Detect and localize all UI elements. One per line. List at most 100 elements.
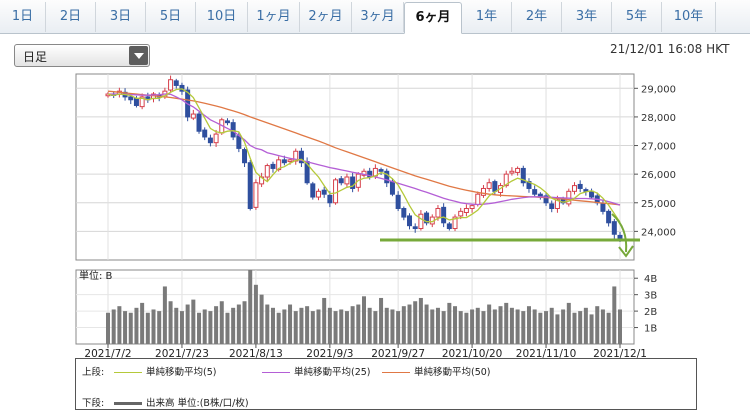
volume-bar [168, 301, 173, 344]
candle-body [327, 194, 333, 204]
volume-bar [498, 306, 503, 344]
x-tick-label: 2021/9/27 [371, 348, 425, 360]
volume-bar [492, 309, 497, 344]
candle-body [503, 173, 509, 187]
volume-bar [316, 309, 321, 344]
candle-body [441, 206, 447, 224]
chart-period-select[interactable]: 日足 [14, 44, 150, 67]
candle-body [168, 79, 174, 91]
x-tick-label: 2021/9/3 [306, 348, 353, 360]
candle-body [395, 194, 401, 209]
x-tick-label: 2021/12/1 [593, 348, 647, 360]
tab-9[interactable]: 1年 [462, 2, 512, 32]
ma5-line [107, 88, 621, 223]
volume-tick-label: 1B [644, 324, 657, 335]
tab-8[interactable]: 6ヶ月 [404, 2, 462, 34]
legend-volume: 出来高 単位:(B株/口/枚) [114, 395, 249, 409]
volume-bar [612, 286, 617, 344]
tab-2[interactable]: 3日 [96, 2, 146, 32]
period-tabs: 1日 2日 3日 5日 10日 1ヶ月 2ヶ月 3ヶ月 6ヶ月 1年 2年 3年 5年 10年 [0, 0, 750, 34]
annotation-arrow-head [618, 245, 634, 258]
candle-body [424, 212, 430, 224]
price-tick-label: 28,000 [641, 113, 676, 124]
legend-ma50-label: 単純移動平均(50) [414, 367, 491, 378]
legend-lower-label: 下段: [82, 398, 105, 409]
volume-tick-label: 4B [644, 274, 657, 285]
candle-body [310, 183, 316, 198]
volume-bar [253, 284, 258, 344]
candle-body [515, 167, 521, 173]
candle-body [577, 183, 583, 189]
candle-body [401, 207, 407, 218]
select-value: 日足 [23, 50, 48, 64]
tab-1[interactable]: 2日 [46, 2, 96, 32]
volume-bar [453, 306, 458, 344]
volume-bar [111, 309, 116, 344]
candle-body [480, 187, 486, 196]
candle-body [589, 190, 595, 198]
candle-body [350, 176, 356, 189]
tab-5[interactable]: 1ヶ月 [248, 2, 300, 32]
ma50-swatch [382, 372, 410, 373]
volume-bar [532, 309, 537, 344]
tab-12[interactable]: 5年 [612, 2, 662, 32]
chevron-down-icon[interactable] [129, 46, 148, 65]
candle-body [173, 80, 179, 86]
volume-bar [322, 297, 327, 344]
ma5-swatch [114, 372, 142, 373]
volume-bar [151, 309, 156, 344]
legend-ma50: 単純移動平均(50) [382, 364, 491, 378]
candle-body [242, 149, 248, 164]
candle-body [281, 159, 287, 164]
candle-body [270, 163, 276, 169]
volume-bar [396, 311, 401, 344]
tab-10[interactable]: 2年 [512, 2, 562, 32]
volume-bar [356, 304, 361, 344]
legend-ma25: 単純移動平均(25) [262, 364, 371, 378]
volume-bar [242, 301, 247, 344]
candle-body [600, 203, 606, 212]
candle-body [412, 226, 418, 230]
volume-bar [174, 307, 179, 344]
volume-bar [481, 311, 486, 344]
candle-body [128, 96, 134, 101]
candle-body [458, 210, 464, 217]
volume-bar [424, 304, 429, 344]
volume-swatch [114, 402, 142, 405]
candle-body [338, 178, 344, 184]
volume-bar [384, 307, 389, 344]
candle-body [276, 159, 282, 171]
candle-body [446, 223, 452, 230]
tab-13[interactable]: 10年 [662, 2, 716, 32]
price-tick-label: 27,000 [641, 142, 676, 153]
volume-bar [270, 307, 275, 344]
volume-bar [214, 306, 219, 344]
volume-bar [566, 302, 571, 344]
tab-7[interactable]: 3ヶ月 [352, 2, 404, 32]
volume-bar [526, 306, 531, 344]
volume-bar [504, 302, 509, 344]
price-tick-label: 29,000 [641, 84, 676, 95]
volume-bar [117, 306, 122, 344]
tab-0[interactable]: 1日 [0, 2, 46, 32]
annotation-arrow [611, 213, 628, 253]
candle-body [298, 150, 304, 164]
candle-body [418, 213, 424, 230]
candle-body [236, 135, 242, 149]
volume-bar [259, 294, 264, 344]
volume-bar [123, 311, 128, 344]
volume-bar [373, 311, 378, 344]
volume-bar [521, 311, 526, 344]
volume-bar [595, 306, 600, 344]
x-tick-label: 2021/8/13 [229, 348, 283, 360]
candle-body [133, 98, 139, 106]
tab-6[interactable]: 2ヶ月 [300, 2, 352, 32]
volume-bar [106, 312, 110, 344]
tab-4[interactable]: 10日 [196, 2, 248, 32]
tab-11[interactable]: 3年 [562, 2, 612, 32]
candle-body [543, 195, 549, 204]
volume-bar [555, 314, 560, 344]
volume-bar [293, 311, 298, 344]
tab-3[interactable]: 5日 [146, 2, 196, 32]
ma50-line [107, 90, 621, 206]
